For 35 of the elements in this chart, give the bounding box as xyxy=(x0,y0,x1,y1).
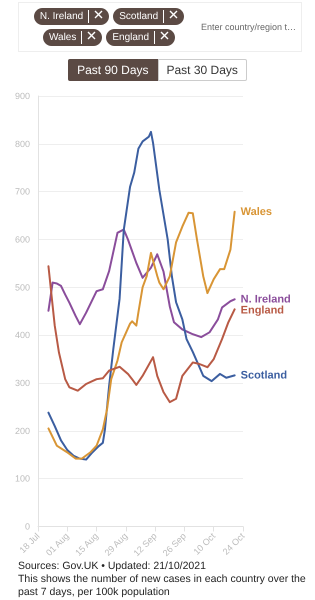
text: N. Ireland xyxy=(40,11,84,22)
text: Past 30 Days xyxy=(158,59,247,81)
x-tick-label: 15 Aug xyxy=(73,530,100,558)
x-tick-label: 26 Sep xyxy=(160,530,188,558)
y-tick-label: 0 xyxy=(24,522,30,532)
x-tick-label: 01 Aug xyxy=(44,530,71,558)
y-tick-label: 200 xyxy=(14,426,30,436)
text: Wales xyxy=(48,32,76,43)
line-series xyxy=(47,210,236,460)
line-series xyxy=(47,265,236,404)
text: This shows the number of new cases in each country over the past 7 days, per 100k population xyxy=(18,573,307,599)
y-tick-label: 500 xyxy=(14,282,30,292)
x-tick-label: 24 Oct xyxy=(220,530,247,557)
series-label: England xyxy=(240,304,284,316)
x-tick-label: 12 Sep xyxy=(131,530,159,558)
series-label: N. Ireland xyxy=(240,293,291,306)
text: Enter country/region t… xyxy=(200,22,296,32)
line-series xyxy=(47,228,236,338)
y-tick-label: 300 xyxy=(14,378,30,388)
y-tick-label: 600 xyxy=(14,234,30,245)
y-tick-label: 800 xyxy=(14,138,30,149)
text: England xyxy=(112,32,150,43)
x-tick-label: 18 Jul xyxy=(18,530,42,556)
y-tick-label: 400 xyxy=(14,330,30,340)
line-series xyxy=(47,130,236,461)
y-tick-label: 700 xyxy=(14,186,30,197)
series-label: Scotland xyxy=(240,369,288,382)
text: Scotland xyxy=(119,11,158,22)
x-tick-label: 29 Aug xyxy=(102,530,130,558)
x-tick-label: 10 Oct xyxy=(191,530,218,557)
y-tick-label: 100 xyxy=(14,474,30,484)
text: Past 90 Days xyxy=(68,59,158,81)
y-tick-label: 900 xyxy=(14,91,30,101)
source-note: Sources: Gov.UK • Updated: 21/10/2021 xyxy=(18,560,207,573)
series-label: Wales xyxy=(240,206,272,218)
